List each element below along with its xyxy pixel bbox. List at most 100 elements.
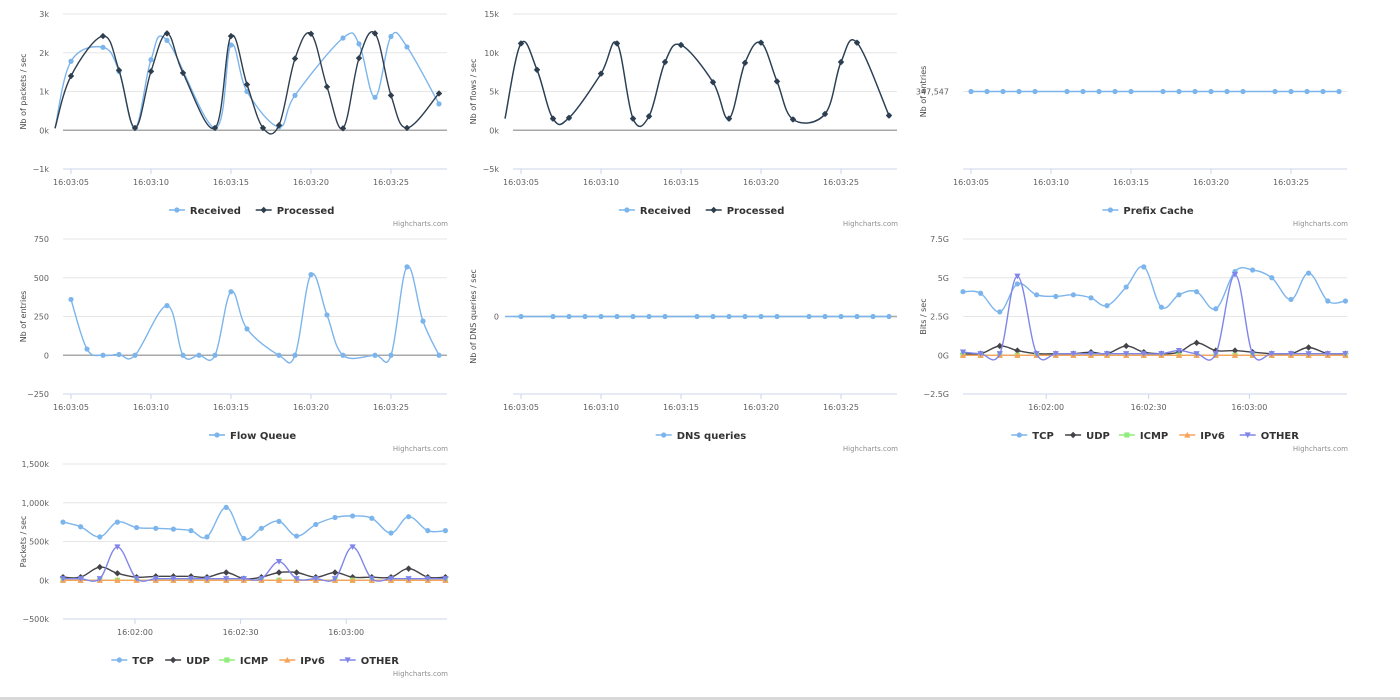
data-point [1087, 351, 1095, 357]
data-point [100, 352, 106, 358]
data-point [331, 576, 339, 582]
x-tick-label: 16:02:00 [1028, 403, 1064, 412]
data-point [435, 90, 443, 97]
data-point [1158, 351, 1165, 357]
y-tick-label: 5G [938, 274, 949, 283]
data-point [870, 313, 876, 320]
series-line-other [63, 546, 446, 582]
x-tick-label: 16:03:25 [1273, 178, 1309, 187]
x-tick-label: 16:03:10 [133, 178, 169, 187]
data-point [960, 289, 966, 295]
data-point [1160, 88, 1166, 95]
data-point [258, 576, 265, 582]
y-tick-label: −5k [483, 165, 500, 174]
data-point [293, 569, 300, 576]
data-point [757, 39, 765, 46]
data-point [1123, 351, 1130, 357]
series-tcp [960, 264, 1348, 315]
grid-lines [963, 238, 1347, 395]
credits: Highcharts.com [1293, 445, 1348, 453]
data-point [223, 504, 229, 510]
legend-symbol-marker [1124, 432, 1130, 438]
data-point [132, 352, 138, 358]
credits: Highcharts.com [843, 445, 898, 453]
legend-symbol-marker [624, 207, 630, 213]
data-point [533, 66, 541, 73]
data-point [442, 576, 449, 582]
series-prefix-cache [968, 88, 1342, 95]
y-tick-label: −250 [27, 390, 49, 399]
legend-symbol-marker [1016, 432, 1022, 438]
x-tick-label: 16:03:25 [373, 178, 409, 187]
chart-flows: 15k 10k 5k 0k −5k 16:03:05 16:03:10 16:03:15 16:… [450, 0, 900, 228]
data-point [372, 352, 378, 358]
data-point [405, 565, 412, 572]
data-point [1104, 303, 1110, 309]
series-other [59, 544, 449, 582]
legend-label: UDP [186, 656, 210, 667]
x-tick-label: 16:03:20 [293, 403, 329, 412]
data-point [196, 352, 202, 358]
y-tick-label: 5k [489, 88, 499, 97]
data-point [99, 32, 107, 40]
legend-symbol-marker [224, 657, 230, 663]
legend: Prefix Cache [1102, 206, 1194, 217]
y-tick-label: 0k [489, 126, 499, 135]
data-point [629, 115, 637, 122]
data-point [293, 576, 300, 582]
series-tcp [60, 504, 448, 541]
series-processed [54, 30, 443, 135]
credits: Highcharts.com [393, 220, 448, 228]
data-point [170, 576, 177, 582]
legend-item-other: OTHER [339, 656, 399, 667]
x-tick-label: 16:03:25 [373, 403, 409, 412]
data-point [313, 521, 319, 528]
data-point [180, 352, 186, 358]
data-point [1288, 296, 1294, 303]
data-point [1175, 352, 1183, 358]
data-point [349, 544, 356, 551]
data-point [758, 313, 764, 320]
x-tick-label: 16:03:05 [53, 403, 89, 412]
data-point [308, 272, 314, 278]
data-point [1193, 351, 1200, 357]
y-tick-label: 1,500k [21, 460, 49, 469]
x-tick-label: 16:03:15 [213, 403, 249, 412]
data-point [1268, 351, 1275, 357]
data-point [424, 576, 431, 582]
data-point [96, 563, 103, 571]
data-point [645, 113, 653, 120]
data-point [291, 55, 299, 62]
data-point [1123, 342, 1130, 350]
data-point [275, 569, 283, 576]
x-tick-label: 16:03:05 [53, 178, 89, 187]
data-point [741, 59, 749, 67]
grid-lines [63, 463, 447, 620]
data-point [134, 524, 140, 531]
data-point [1269, 275, 1275, 281]
data-point [1141, 264, 1147, 270]
data-point [837, 58, 845, 66]
data-point [164, 303, 170, 309]
x-tick-label: 16:03:00 [1231, 403, 1267, 412]
data-point [116, 351, 122, 358]
data-point [324, 312, 330, 318]
x-tick-label: 16:03:05 [953, 178, 989, 187]
data-point [773, 78, 781, 85]
x-tick-label: 16:02:00 [117, 628, 153, 637]
data-point [565, 114, 573, 122]
x-tick-label: 16:03:00 [328, 628, 364, 637]
y-tick-label: 3k [39, 10, 49, 19]
y-axis-title: Nb of DNS queries / sec [469, 269, 478, 364]
data-point [223, 576, 230, 582]
y-tick-label: −1k [33, 165, 50, 174]
data-point [518, 313, 524, 320]
data-point [276, 518, 282, 524]
legend-item-icmp: ICMP [218, 656, 268, 667]
legend-label: Processed [277, 206, 335, 217]
legend-label: Received [190, 206, 241, 217]
legend-label: UDP [1086, 431, 1110, 442]
data-point [996, 351, 1003, 357]
data-point [977, 351, 984, 357]
data-point [885, 112, 893, 119]
